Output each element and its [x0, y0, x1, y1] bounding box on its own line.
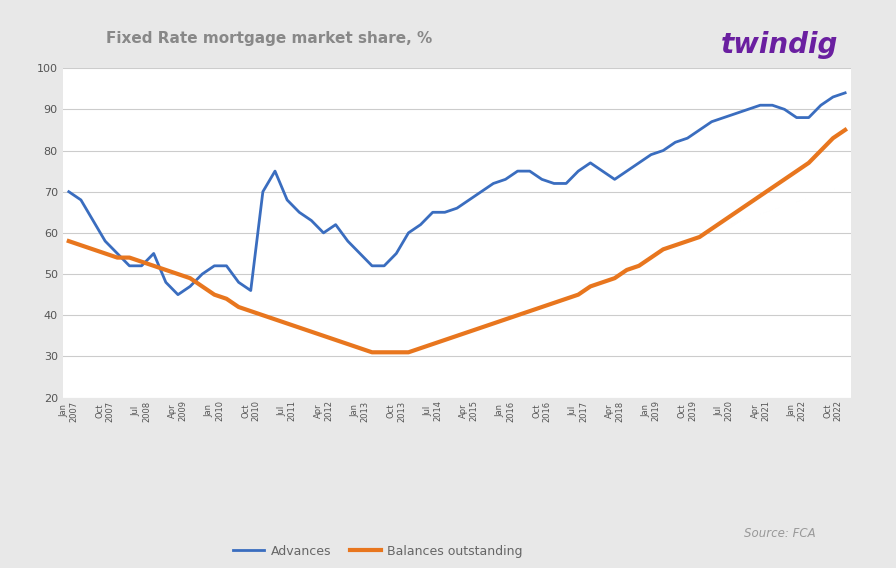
Legend: Advances, Balances outstanding: Advances, Balances outstanding	[228, 540, 528, 563]
Text: Source: FCA: Source: FCA	[744, 528, 815, 540]
Text: twindig: twindig	[721, 31, 838, 59]
Text: Fixed Rate mortgage market share, %: Fixed Rate mortgage market share, %	[106, 31, 432, 46]
